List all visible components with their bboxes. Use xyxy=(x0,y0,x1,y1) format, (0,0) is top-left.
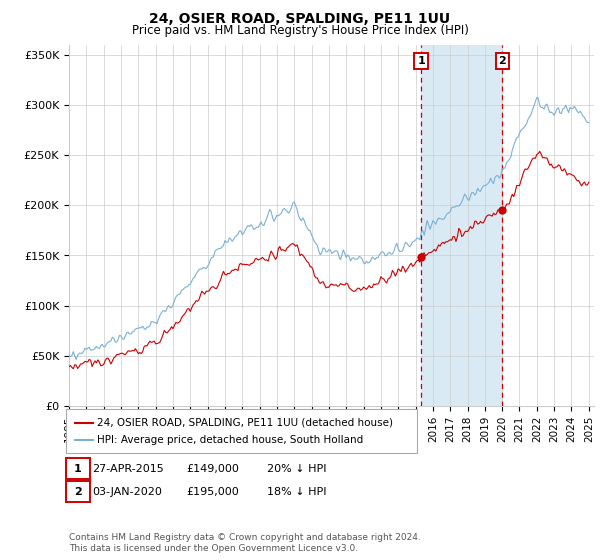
Text: 20% ↓ HPI: 20% ↓ HPI xyxy=(267,464,326,474)
Text: 1: 1 xyxy=(417,56,425,66)
Text: 24, OSIER ROAD, SPALDING, PE11 1UU (detached house): 24, OSIER ROAD, SPALDING, PE11 1UU (deta… xyxy=(97,418,393,428)
Bar xyxy=(421,45,502,406)
Text: HPI: Average price, detached house, South Holland: HPI: Average price, detached house, Sout… xyxy=(97,435,364,445)
Text: 1: 1 xyxy=(74,464,82,474)
Text: 03-JAN-2020: 03-JAN-2020 xyxy=(92,487,161,497)
Text: 2: 2 xyxy=(499,56,506,66)
Text: £195,000: £195,000 xyxy=(186,487,239,497)
Text: Contains HM Land Registry data © Crown copyright and database right 2024.
This d: Contains HM Land Registry data © Crown c… xyxy=(69,533,421,553)
Text: 18% ↓ HPI: 18% ↓ HPI xyxy=(267,487,326,497)
Text: £149,000: £149,000 xyxy=(186,464,239,474)
Text: 2: 2 xyxy=(74,487,82,497)
Text: 27-APR-2015: 27-APR-2015 xyxy=(92,464,164,474)
Text: 24, OSIER ROAD, SPALDING, PE11 1UU: 24, OSIER ROAD, SPALDING, PE11 1UU xyxy=(149,12,451,26)
Text: Price paid vs. HM Land Registry's House Price Index (HPI): Price paid vs. HM Land Registry's House … xyxy=(131,24,469,36)
